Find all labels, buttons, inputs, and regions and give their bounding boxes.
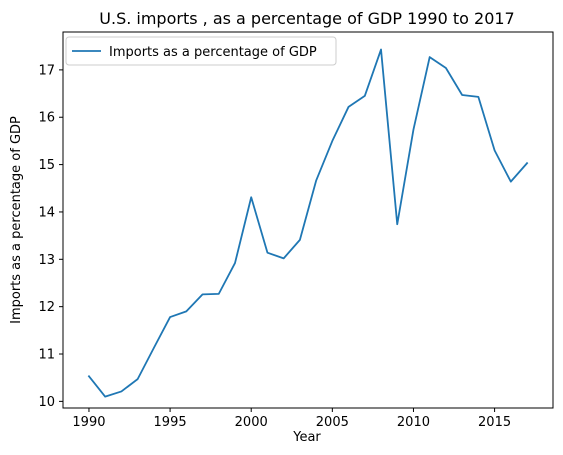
series-line [87, 48, 529, 398]
y-tick-label: 15 [38, 158, 55, 173]
y-tick-label: 12 [38, 300, 55, 315]
y-axis-label: Imports as a percentage of GDP [9, 116, 24, 324]
plot-frame [62, 31, 554, 409]
legend-entry-label: Imports as a percentage of GDP [109, 45, 317, 60]
y-tick-label: 14 [38, 205, 55, 220]
x-tick-label: 2015 [478, 415, 511, 430]
x-tick-label: 2005 [316, 415, 349, 430]
x-tick-label: 2010 [397, 415, 430, 430]
legend-box [65, 36, 337, 66]
x-tick-label: 1995 [154, 415, 187, 430]
y-tick-label: 17 [38, 63, 55, 78]
x-tick-label: 1990 [72, 415, 105, 430]
y-axis: 10 11 12 13 14 15 16 17 [38, 63, 63, 410]
x-axis: 1990 1995 2000 2005 2010 2015 [72, 408, 511, 430]
chart-title: U.S. imports , as a percentage of GDP 19… [99, 9, 514, 28]
y-tick-label: 10 [38, 395, 55, 410]
plot-area [87, 48, 529, 398]
y-tick-label: 13 [38, 253, 55, 268]
y-tick-label: 11 [38, 348, 55, 363]
y-tick-label: 16 [38, 111, 55, 126]
x-axis-label: Year [292, 430, 321, 445]
legend: Imports as a percentage of GDP [65, 36, 337, 66]
x-tick-label: 2000 [235, 415, 268, 430]
